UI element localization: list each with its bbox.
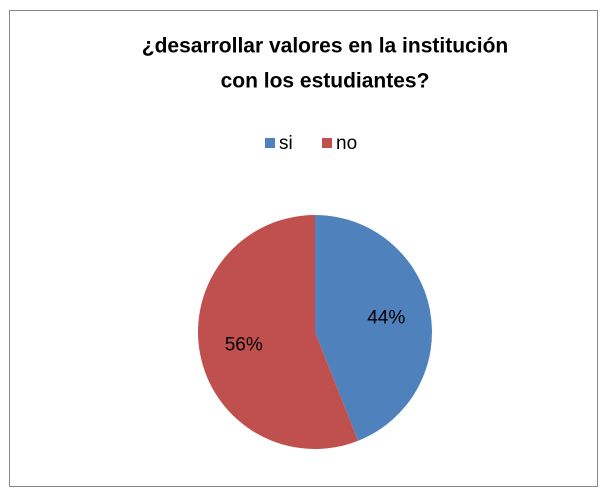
- legend-swatch: [265, 138, 275, 148]
- legend-label: no: [336, 133, 357, 154]
- pie-slice: [315, 215, 433, 441]
- pie-slice: [198, 215, 359, 449]
- data-label: 56%: [225, 335, 263, 356]
- chart-title: ¿desarrollar valores en la institución: [142, 35, 508, 58]
- chart-title: con los estudiantes?: [221, 70, 430, 93]
- data-label: 44%: [367, 307, 405, 328]
- legend-label: si: [279, 133, 293, 154]
- legend-swatch: [322, 138, 332, 148]
